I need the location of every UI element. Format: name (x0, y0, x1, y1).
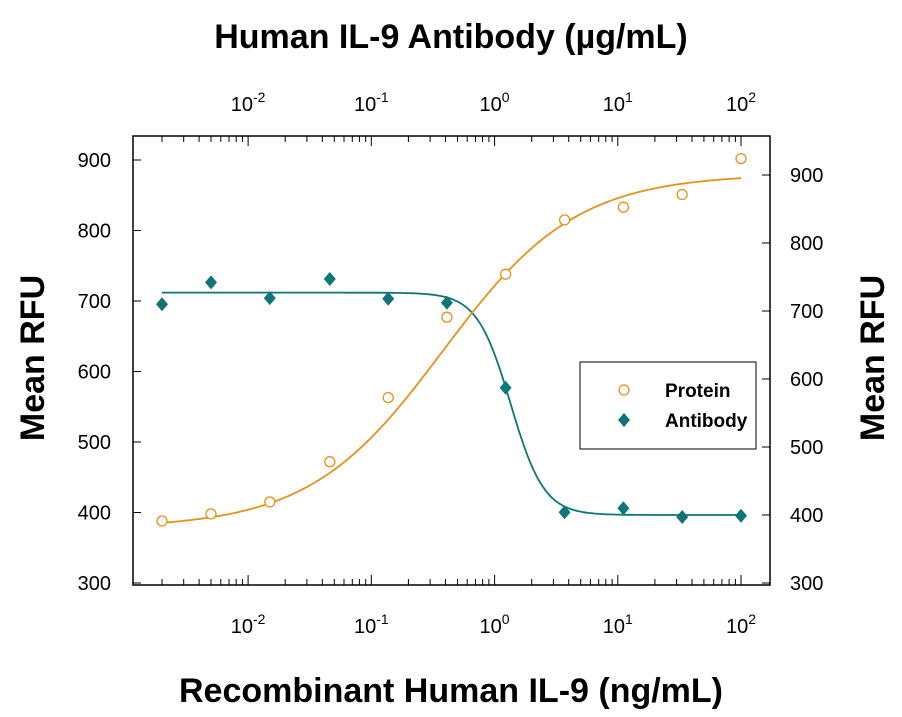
antibody-point (205, 275, 217, 290)
x-tick-label-top: 101 (603, 89, 633, 116)
y-tick-label-left: 800 (78, 221, 111, 243)
y-tick-label-left: 600 (78, 362, 111, 384)
y-tick-label-right: 700 (790, 301, 823, 323)
y-tick-label-left: 900 (78, 150, 111, 172)
antibody-point (323, 272, 336, 286)
fit-curves (161, 177, 742, 524)
antibody-point (735, 508, 747, 523)
plot-frame (132, 135, 771, 586)
legend: Protein Antibody (579, 361, 757, 450)
antibody-point (263, 291, 276, 306)
antibody-point (499, 380, 512, 395)
x-tick-label-bottom: 10-2 (231, 611, 266, 638)
antibody-point (676, 510, 689, 524)
protein-point (441, 311, 453, 323)
antibody-point (382, 291, 395, 306)
protein-point (264, 496, 276, 508)
x-tick-label-top: 100 (480, 89, 510, 116)
y-tick-label-right: 800 (790, 233, 823, 255)
legend-marker-protein (618, 384, 630, 396)
y-tick-label-right: 900 (790, 165, 823, 187)
x-tick-label-top: 10-1 (354, 89, 389, 116)
legend-label-protein: Protein (665, 381, 730, 402)
protein-point (617, 201, 630, 213)
antibody-fit-curve (162, 291, 741, 516)
protein-point (156, 515, 168, 527)
y-tick-label-right: 400 (790, 505, 823, 527)
x-tick-label-bottom: 10-1 (354, 611, 389, 638)
protein-point (499, 268, 512, 280)
antibody-point (617, 501, 630, 516)
antibody-point (558, 505, 571, 520)
protein-point (558, 214, 571, 226)
y-tick-label-right: 500 (790, 437, 823, 459)
x-tick-label-top: 102 (726, 89, 756, 116)
protein-point (324, 456, 336, 468)
protein-point (382, 391, 394, 404)
protein-fit-curve (161, 177, 742, 524)
x-tick-label-top: 10-2 (231, 89, 266, 116)
antibody-point (156, 297, 168, 312)
data-points (156, 152, 747, 527)
y-axis-label-right: Mean RFU (854, 275, 892, 441)
protein-point (205, 508, 217, 520)
y-tick-label-left: 400 (78, 503, 111, 525)
x-tick-label-bottom: 101 (603, 611, 633, 638)
y-tick-label-left: 300 (78, 573, 111, 595)
y-axis-label-left: Mean RFU (14, 275, 52, 441)
legend-marker-antibody (618, 413, 630, 427)
y-tick-label-left: 500 (78, 432, 111, 454)
x-axis-label: Recombinant Human IL-9 (ng/mL) (179, 672, 723, 710)
y-tick-label-left: 700 (78, 291, 111, 313)
y-tick-label-right: 600 (790, 369, 823, 391)
protein-point (735, 152, 747, 165)
legend-label-antibody: Antibody (665, 411, 748, 432)
antibody-point (440, 295, 453, 310)
y-tick-label-right: 300 (790, 573, 823, 595)
x-tick-label-bottom: 102 (726, 611, 756, 638)
axes: 10-2 10-2 10-1 10-1 100 100 101 101 102 102 300 400… (78, 89, 824, 638)
legend-box (579, 361, 757, 450)
x-tick-label-bottom: 100 (480, 611, 510, 638)
chart-title: Human IL-9 Antibody (µg/mL) (214, 18, 688, 56)
protein-point (676, 188, 688, 201)
